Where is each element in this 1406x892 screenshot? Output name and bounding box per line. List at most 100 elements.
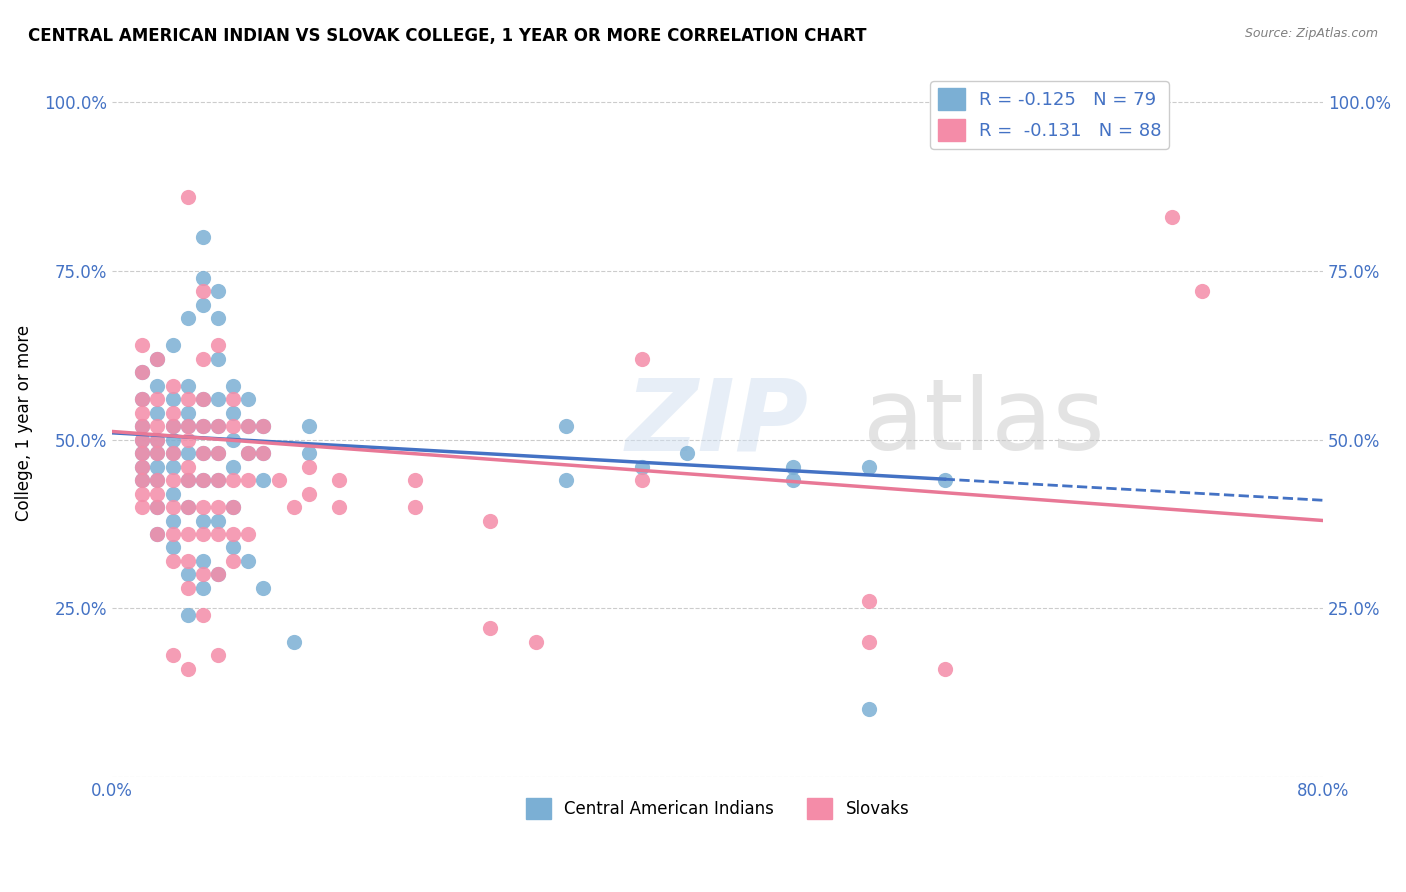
Point (238, 446, 260, 460)
Point (631, 351, 654, 366)
Point (191, 554, 214, 568)
Point (298, 459, 321, 474)
Point (191, 473, 214, 487)
Point (146, 486, 169, 500)
Point (207, 648, 229, 663)
Point (222, 473, 245, 487)
Point (131, 433, 153, 447)
Point (858, 459, 880, 474)
Point (207, 419, 229, 434)
Legend: Central American Indians, Slovaks: Central American Indians, Slovaks (519, 791, 917, 825)
Point (176, 433, 198, 447)
Point (131, 392, 153, 406)
Point (191, 230, 214, 244)
Point (191, 419, 214, 434)
Point (782, 473, 804, 487)
Point (162, 541, 184, 555)
Point (858, 702, 880, 716)
Point (162, 406, 184, 420)
Point (1160, 210, 1182, 224)
Point (404, 473, 426, 487)
Point (222, 527, 245, 541)
Point (131, 419, 153, 434)
Point (131, 459, 153, 474)
Point (555, 473, 578, 487)
Point (207, 311, 229, 326)
Point (858, 635, 880, 649)
Point (176, 581, 198, 595)
Point (146, 500, 169, 514)
Point (207, 419, 229, 434)
Point (631, 473, 654, 487)
Point (328, 473, 350, 487)
Point (162, 392, 184, 406)
Point (162, 554, 184, 568)
Point (207, 392, 229, 406)
Point (176, 311, 198, 326)
Point (162, 446, 184, 460)
Point (238, 527, 260, 541)
Point (162, 378, 184, 392)
Point (191, 284, 214, 298)
Point (131, 365, 153, 379)
Point (176, 459, 198, 474)
Point (131, 500, 153, 514)
Point (162, 648, 184, 663)
Point (131, 392, 153, 406)
Point (176, 567, 198, 582)
Point (782, 459, 804, 474)
Point (146, 527, 169, 541)
Point (162, 473, 184, 487)
Point (146, 419, 169, 434)
Point (131, 446, 153, 460)
Point (176, 527, 198, 541)
Point (252, 446, 274, 460)
Point (191, 392, 214, 406)
Point (191, 351, 214, 366)
Point (238, 446, 260, 460)
Point (252, 419, 274, 434)
Text: atlas: atlas (863, 374, 1105, 471)
Point (131, 433, 153, 447)
Point (191, 446, 214, 460)
Point (191, 298, 214, 312)
Point (283, 635, 305, 649)
Point (131, 446, 153, 460)
Point (162, 514, 184, 528)
Point (176, 500, 198, 514)
Point (191, 581, 214, 595)
Point (238, 473, 260, 487)
Point (162, 486, 184, 500)
Point (222, 500, 245, 514)
Point (146, 446, 169, 460)
Point (207, 514, 229, 528)
Point (238, 554, 260, 568)
Point (222, 433, 245, 447)
Point (252, 419, 274, 434)
Point (191, 270, 214, 285)
Point (191, 392, 214, 406)
Point (191, 607, 214, 622)
Point (176, 473, 198, 487)
Point (162, 527, 184, 541)
Point (631, 459, 654, 474)
Point (146, 473, 169, 487)
Point (176, 446, 198, 460)
Point (191, 473, 214, 487)
Point (162, 338, 184, 352)
Point (146, 351, 169, 366)
Point (283, 500, 305, 514)
Point (162, 419, 184, 434)
Point (404, 500, 426, 514)
Point (207, 284, 229, 298)
Point (162, 419, 184, 434)
Point (222, 554, 245, 568)
Point (146, 433, 169, 447)
Point (555, 419, 578, 434)
Point (207, 351, 229, 366)
Point (191, 419, 214, 434)
Point (176, 662, 198, 676)
Point (176, 607, 198, 622)
Text: Source: ZipAtlas.com: Source: ZipAtlas.com (1244, 27, 1378, 40)
Point (176, 392, 198, 406)
